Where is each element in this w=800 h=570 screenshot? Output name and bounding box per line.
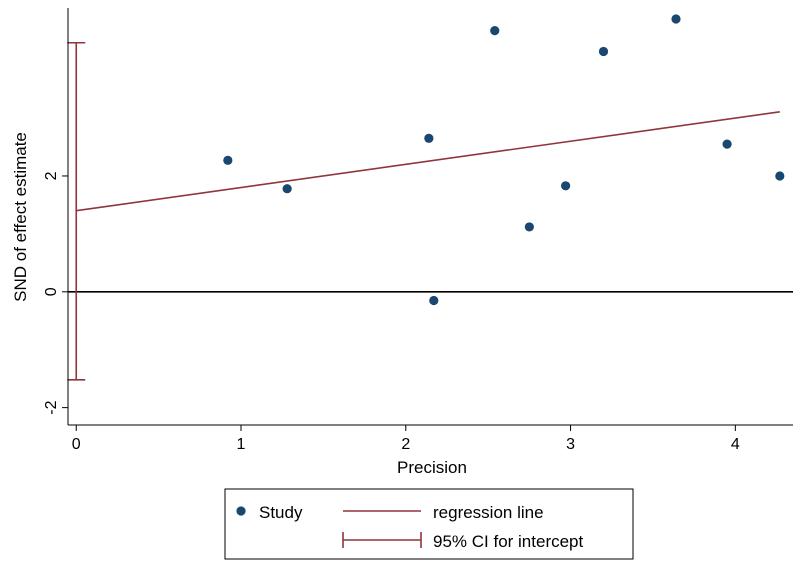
x-axis-label: Precision — [397, 458, 467, 477]
study-point — [561, 181, 571, 191]
legend-regression-label: regression line — [433, 503, 544, 522]
regression-line — [76, 110, 780, 212]
x-tick-label: 0 — [72, 436, 81, 453]
study-point — [223, 155, 233, 165]
legend-box — [224, 488, 634, 560]
x-tick-label: 1 — [237, 436, 246, 453]
study-point — [424, 133, 434, 143]
study-point — [282, 184, 292, 194]
y-tick-label: 0 — [43, 287, 60, 296]
axes: Precision SND of effect estimate 0 1 2 3 4 -2… — [11, 8, 793, 477]
study-point — [524, 222, 534, 232]
y-tick-label: -2 — [43, 400, 60, 414]
plot-area — [67, 14, 793, 381]
legend-ci-label: 95% CI for intercept — [433, 532, 584, 551]
study-point — [490, 25, 500, 36]
legend-study-marker — [236, 506, 246, 516]
study-point — [429, 295, 439, 306]
study-point — [722, 139, 732, 149]
legend: Study regression line 95% CI for intercept — [224, 488, 634, 560]
y-tick-label: 2 — [43, 171, 60, 180]
study-point — [775, 171, 785, 181]
x-tick-label: 3 — [566, 436, 575, 453]
study-point — [598, 46, 609, 57]
legend-study-label: Study — [259, 503, 303, 522]
x-tick-label: 2 — [401, 436, 410, 453]
y-axis-label: SND of effect estimate — [11, 132, 30, 302]
study-point — [671, 14, 681, 24]
x-tick-label: 4 — [731, 436, 740, 453]
